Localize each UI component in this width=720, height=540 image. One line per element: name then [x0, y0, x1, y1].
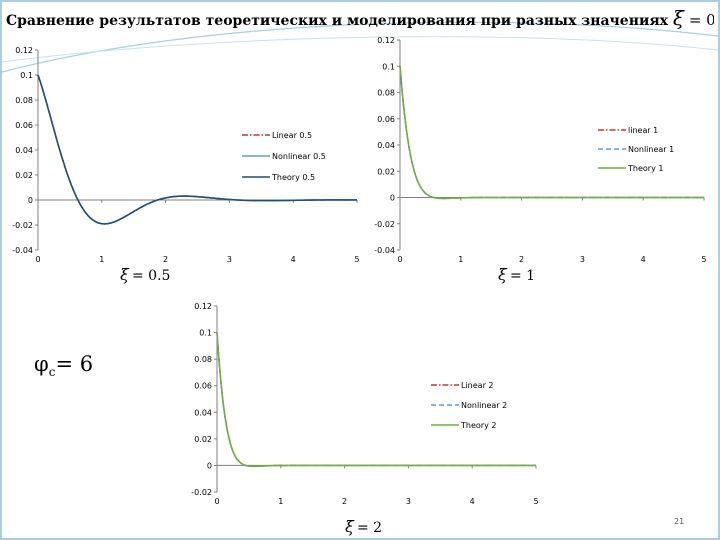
series-line-linear-0-5 — [37, 74, 357, 225]
x-tick-label: 4 — [470, 497, 475, 506]
legend-label: Theory 2 — [460, 421, 496, 430]
y-tick-label: 0.04 — [15, 146, 33, 155]
x-tick-label: 2 — [163, 255, 168, 264]
page-number: 21 — [674, 517, 685, 526]
x-axis-label-value: = 1 — [510, 268, 535, 284]
legend-label: linear 1 — [628, 126, 658, 135]
x-tick-label: 0 — [214, 497, 219, 506]
series-line-theory-2 — [216, 332, 536, 468]
x-axis-label-symbol: ξ — [345, 517, 355, 536]
x-tick-label: 1 — [99, 255, 104, 264]
y-tick-label: 0.02 — [377, 167, 395, 176]
y-tick-label: 0.1 — [382, 62, 395, 71]
title-values: = 0.5, 1, 2. — [688, 11, 714, 29]
y-tick-label: 0.06 — [15, 121, 33, 130]
y-tick-label: 0.12 — [15, 46, 33, 55]
y-tick-label: 0.02 — [15, 171, 33, 180]
x-tick-label: 3 — [580, 255, 585, 264]
series-line-nonlinear-2 — [216, 332, 536, 467]
legend-label: Nonlinear 2 — [461, 401, 507, 410]
x-tick-label: 0 — [35, 255, 40, 264]
y-tick-label: 0 — [28, 196, 33, 205]
chart-xi-1: 0.120.10.080.060.040.020-0.02-0.040 1 2 3 4 5… — [374, 36, 706, 284]
x-tick-label: 1 — [458, 255, 463, 264]
y-tick-label: -0.02 — [374, 220, 395, 229]
phi-subscript: c — [48, 365, 56, 380]
series-line-linear-2 — [216, 332, 536, 467]
title-xi-symbol: ξ — [672, 6, 684, 30]
x-tick-label: 2 — [519, 255, 524, 264]
legend-label: Linear 2 — [461, 381, 494, 390]
y-tick-label: 0.08 — [15, 96, 33, 105]
series-line-theory-0-5 — [37, 74, 357, 225]
legend-label: Linear 0.5 — [272, 131, 312, 140]
y-tick-label: 0.08 — [377, 89, 395, 98]
legend-label: Nonlinear 0.5 — [272, 152, 326, 161]
legend-label: Theory 1 — [627, 164, 663, 173]
x-axis-label-symbol: ξ — [120, 265, 130, 284]
phi-value: = 6 — [55, 352, 94, 376]
y-tick-label: 0.1 — [20, 71, 33, 80]
y-tick-label: -0.02 — [191, 488, 212, 497]
y-tick-label: 0.02 — [194, 435, 212, 444]
frame-bottom-line — [0, 538, 720, 540]
x-axis-label-value: = 2 — [357, 520, 382, 536]
x-tick-label: 3 — [406, 497, 411, 506]
y-tick-label: 0.1 — [199, 329, 212, 338]
y-tick-label: 0.04 — [194, 408, 212, 417]
y-tick-label: -0.04 — [12, 246, 33, 255]
y-tick-label: -0.02 — [12, 221, 33, 230]
chart-xi-0-5: 0.120.10.080.060.040.020-0.02-0.040 1 2 3 4 5… — [12, 46, 359, 284]
slide-title: Сравнение результатов теоретических и мо… — [6, 6, 714, 30]
series-line-theory-1 — [399, 66, 704, 200]
x-tick-label: 1 — [278, 497, 283, 506]
phi-c-label: φc= 6 — [34, 352, 93, 379]
decor-curve-2 — [1, 36, 719, 63]
legend-label: Nonlinear 1 — [628, 145, 674, 154]
y-tick-label: 0.12 — [194, 302, 212, 311]
y-tick-label: 0.04 — [377, 141, 395, 150]
frame-decor-curves — [1, 21, 719, 73]
x-axis-label-value: = 0.5 — [132, 268, 170, 284]
series-line-nonlinear-1 — [399, 66, 704, 200]
y-tick-label: 0.06 — [194, 382, 212, 391]
x-tick-label: 5 — [533, 497, 538, 506]
frame-right-line — [718, 0, 720, 540]
y-tick-label: 0.12 — [377, 36, 395, 45]
x-tick-label: 0 — [397, 255, 402, 264]
frame-top-line — [0, 0, 720, 2]
y-tick-label: -0.04 — [374, 246, 395, 255]
y-tick-label: 0 — [390, 194, 395, 203]
y-tick-label: 0.06 — [377, 115, 395, 124]
chart-xi-2: 0.120.10.080.060.040.020-0.020 1 2 3 4 5Linea… — [191, 302, 538, 536]
x-tick-label: 2 — [342, 497, 347, 506]
x-tick-label: 4 — [291, 255, 296, 264]
series-line-linear-1 — [399, 66, 704, 200]
frame-left-line — [0, 0, 2, 540]
y-tick-label: 0.08 — [194, 355, 212, 364]
series-line-nonlinear-0-5 — [37, 74, 357, 225]
legend-label: Theory 0.5 — [271, 173, 315, 182]
x-axis-label-symbol: ξ — [498, 265, 508, 284]
title-text: Сравнение результатов теоретических и мо… — [6, 13, 669, 29]
y-tick-label: 0 — [207, 461, 212, 470]
x-tick-label: 5 — [354, 255, 359, 264]
x-tick-label: 5 — [701, 255, 706, 264]
phi-symbol: φ — [34, 352, 49, 376]
x-tick-label: 3 — [227, 255, 232, 264]
x-tick-label: 4 — [641, 255, 646, 264]
